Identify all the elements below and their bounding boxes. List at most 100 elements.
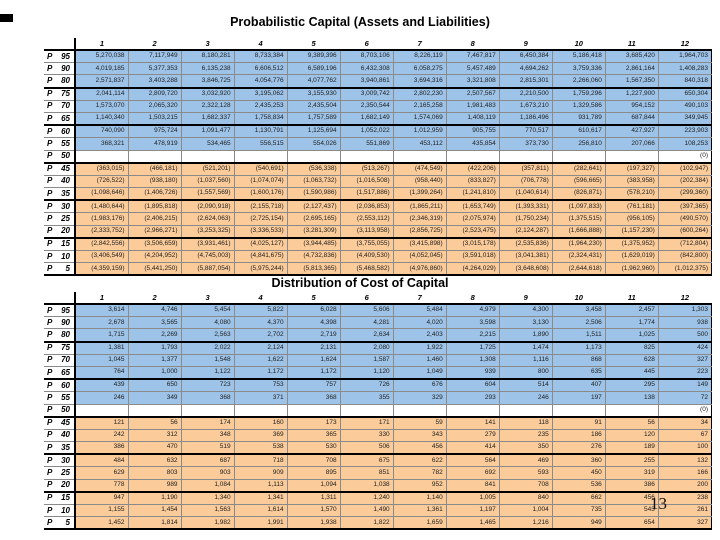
- table-cell: 2,457: [605, 304, 659, 318]
- table-cell: 3,940,861: [340, 74, 394, 89]
- table-cell: 100: [658, 441, 713, 456]
- row-label-spacer: [44, 292, 76, 305]
- table-cell: 246: [499, 391, 553, 405]
- table-cell: 1,964,703: [658, 50, 713, 64]
- table-cell: 319: [605, 466, 659, 480]
- table-row: P 60 740,090 975,724 1,091,477 1,130,791 1,125…: [44, 125, 713, 139]
- table-cell: 905,755: [446, 125, 500, 139]
- table-cell: 118: [499, 416, 553, 430]
- table-cell: 4,746: [128, 304, 182, 318]
- column-header: 2: [128, 292, 182, 305]
- table-cell: 7,467,817: [446, 50, 500, 64]
- table-cell: 8,180,281: [181, 50, 235, 64]
- table-cell: 778: [75, 479, 129, 493]
- table-cell: 1,172: [287, 366, 341, 381]
- table-cell: 840: [499, 491, 553, 505]
- table-cell: (1,600,176): [234, 187, 288, 202]
- table-cell: (1,097,833): [552, 200, 606, 214]
- table-cell: 386: [605, 479, 659, 493]
- table-cell: 534,465: [181, 137, 235, 151]
- row-label: P 15: [44, 491, 76, 505]
- table-cell: 3,032,920: [181, 87, 235, 101]
- table-cell: 1,038: [340, 479, 394, 493]
- table-cell: 5,457,489: [446, 62, 500, 76]
- row-label: P 30: [44, 200, 76, 214]
- table-cell: (4,745,003): [181, 250, 235, 264]
- table-cell: 246: [75, 391, 129, 405]
- table-cell: 708: [287, 454, 341, 468]
- table-row: P 20 (2,333,752) (2,966,271) (3,253,325) (3,3…: [44, 225, 713, 239]
- table-cell: 851: [340, 466, 394, 480]
- table-cell: 803: [128, 466, 182, 480]
- table-cell: 171: [340, 416, 394, 430]
- table-row: P 15 947 1,190 1,340 1,341 1,311 1,240 1,140 1,00…: [44, 491, 713, 505]
- table-cell: (422,206): [446, 162, 500, 176]
- table-cell: (3,591,018): [446, 250, 500, 264]
- table-cell: 753: [234, 379, 288, 393]
- column-header: 5: [287, 292, 341, 305]
- table-cell: (521,201): [181, 162, 235, 176]
- table-cell: 1,140,340: [75, 112, 129, 127]
- table-cell: (1,964,230): [552, 237, 606, 251]
- table-cell: 6,135,238: [181, 62, 235, 76]
- table-cell: 329: [393, 391, 447, 405]
- table-cell: 764: [75, 366, 129, 381]
- table-cell: 1,574,069: [393, 112, 447, 127]
- table-cell: (474,549): [393, 162, 447, 176]
- table-cell: 2,435,504: [287, 100, 341, 113]
- table-cell: 1,005: [446, 491, 500, 505]
- table-cell: 2,065,320: [128, 100, 182, 113]
- table-cell: 186: [552, 429, 606, 443]
- row-label: P 75: [44, 87, 76, 101]
- table-cell: (1,750,234): [499, 212, 553, 226]
- table-cell: (3,931,461): [181, 237, 235, 251]
- table-cell: 5,484: [393, 304, 447, 318]
- table-cell: 1,573,070: [75, 100, 129, 113]
- table-cell: (3,755,055): [340, 237, 394, 251]
- table-cell: (357,811): [499, 162, 553, 176]
- row-label: P 40: [44, 175, 76, 189]
- table-cell: 2,815,301: [499, 74, 553, 89]
- table-cell: 1,091,477: [181, 125, 235, 139]
- table-cell: 841: [446, 479, 500, 493]
- table-cell: [393, 150, 447, 164]
- table-cell: 954,152: [605, 100, 659, 113]
- table-row: P 65 1,140,340 1,503,215 1,682,337 1,758,834 1…: [44, 112, 713, 127]
- table-cell: 8,703,106: [340, 50, 394, 64]
- table-row: P 40 242 312 348 369 365 330 343 279 235 186 120 67: [44, 429, 713, 443]
- table-cell: 238: [658, 491, 713, 505]
- column-header: 7: [393, 292, 447, 305]
- table-cell: (1,517,886): [340, 187, 394, 202]
- column-header: 7: [393, 38, 447, 51]
- table-cell: (4,052,045): [393, 250, 447, 264]
- row-label: P 60: [44, 379, 76, 393]
- table-cell: (4,359,159): [75, 262, 129, 277]
- table-cell: (3,336,533): [234, 225, 288, 239]
- table-row: P 75 2,041,114 2,809,720 3,032,920 3,195,062 3…: [44, 87, 713, 101]
- table-cell: [393, 404, 447, 418]
- table-cell: 3,846,725: [181, 74, 235, 89]
- table-cell: 427,927: [605, 125, 659, 139]
- table-cell: 1,122: [181, 366, 235, 381]
- table-cell: (2,553,112): [340, 212, 394, 226]
- column-header: 11: [605, 38, 659, 51]
- table-cell: [605, 404, 659, 418]
- column-header: 2: [128, 38, 182, 51]
- table-cell: [287, 404, 341, 418]
- table-cell: 439: [75, 379, 129, 393]
- table-cell: 9,389,396: [287, 50, 341, 64]
- column-header: 1: [75, 38, 129, 51]
- table-cell: 622: [393, 454, 447, 468]
- table-cell: 2,124: [234, 341, 288, 355]
- table-cell: 952: [393, 479, 447, 493]
- table-cell: (761,181): [605, 200, 659, 214]
- table-cell: (102,947): [658, 162, 713, 176]
- table-cell: 365: [287, 429, 341, 443]
- table-row: P 10 (3,406,549) (4,204,952) (4,745,003) (4,8…: [44, 250, 713, 264]
- row-label: P 55: [44, 137, 76, 151]
- table-cell: 1,197: [446, 504, 500, 518]
- table-cell: (956,105): [605, 212, 659, 226]
- table-title-probabilistic-capital: Probabilistic Capital (Assets and Liabil…: [230, 15, 490, 29]
- column-header: 4: [234, 38, 288, 51]
